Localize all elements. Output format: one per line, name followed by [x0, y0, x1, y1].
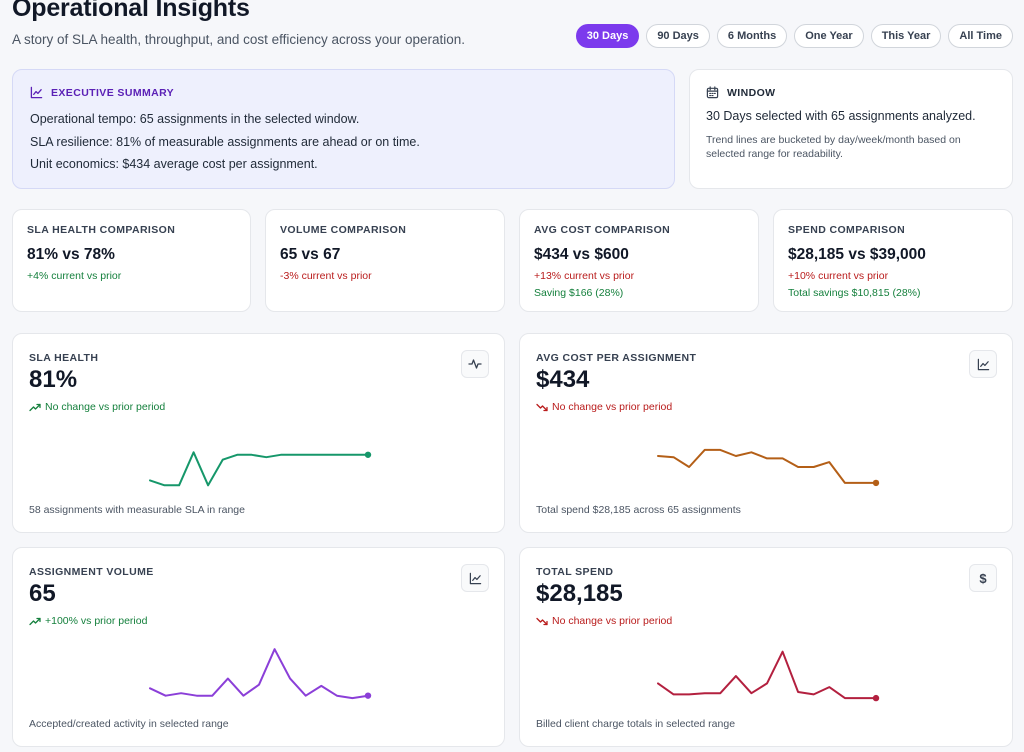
metric-change-text: +100% vs prior period — [45, 615, 148, 627]
sparkline-end-point — [364, 692, 372, 699]
dollar-icon[interactable]: $ — [969, 564, 997, 592]
avg-cost-comparison-card: AVG COST COMPARISON $434 vs $600 +13% cu… — [519, 209, 759, 312]
metric-label: ASSIGNMENT VOLUME — [29, 566, 154, 578]
comparison-delta: +13% current vs prior — [534, 270, 635, 282]
total-spend-card: TOTAL SPEND $28,185 No change vs prior p… — [519, 547, 1013, 747]
metric-change: No change vs prior period — [536, 615, 672, 627]
sparkline-series — [657, 448, 877, 484]
summary-heading: EXECUTIVE SUMMARY — [51, 86, 175, 99]
comparison-label: SPEND COMPARISON — [788, 224, 906, 236]
line-chart-icon[interactable] — [969, 350, 997, 378]
window-note: Trend lines are bucketed by day/week/mon… — [706, 134, 961, 160]
sparkline-end-point — [872, 694, 880, 702]
metric-footnote: 58 assignments with measurable SLA in ra… — [29, 504, 245, 516]
window-card: WINDOW 30 Days selected with 65 assignme… — [689, 69, 1013, 189]
comparison-savings: Saving $166 (28%) — [534, 287, 624, 299]
metric-footnote: Accepted/created activity in selected ra… — [29, 718, 229, 730]
metric-label: AVG COST PER ASSIGNMENT — [536, 352, 697, 364]
comparison-value: $28,185 vs $39,000 — [788, 246, 926, 263]
trend-down-icon — [536, 617, 548, 625]
metric-label: SLA HEALTH — [29, 352, 99, 364]
range-tab-90-days[interactable]: 90 Days — [646, 24, 710, 48]
comparison-delta: +10% current vs prior — [788, 270, 889, 282]
metric-footnote: Billed client charge totals in selected … — [536, 718, 736, 730]
comparison-value: 65 vs 67 — [280, 246, 341, 263]
trend-down-icon — [536, 403, 548, 411]
comparison-savings: Total savings $10,815 (28%) — [788, 287, 921, 299]
metric-change: +100% vs prior period — [29, 615, 147, 627]
line-chart-icon[interactable] — [461, 564, 489, 592]
metric-value: 81% — [29, 366, 78, 393]
avg-cost-card: AVG COST PER ASSIGNMENT $434 No change v… — [519, 333, 1013, 533]
volume-comparison-card: VOLUME COMPARISON 65 vs 67 -3% current v… — [265, 209, 505, 312]
spend-comparison-card: SPEND COMPARISON $28,185 vs $39,000 +10%… — [773, 209, 1013, 312]
executive-summary-card: EXECUTIVE SUMMARY Operational tempo: 65 … — [12, 69, 675, 189]
range-tab-all-time[interactable]: All Time — [948, 24, 1013, 48]
sparkline-series — [657, 650, 877, 700]
comparison-value: 81% vs 78% — [27, 246, 115, 263]
metric-change-text: No change vs prior period — [45, 401, 166, 413]
comparison-label: AVG COST COMPARISON — [534, 224, 671, 236]
page-title: Operational Insights — [12, 0, 250, 22]
metric-change: No change vs prior period — [536, 401, 672, 413]
metric-label: TOTAL SPEND — [536, 566, 614, 578]
summary-line-sla: SLA resilience: 81% of measurable assign… — [30, 134, 420, 149]
window-main-text: 30 Days selected with 65 assignments ana… — [706, 109, 976, 123]
page-subtitle: A story of SLA health, throughput, and c… — [12, 32, 466, 47]
metric-change-text: No change vs prior period — [552, 615, 673, 627]
trend-chart-icon — [30, 86, 43, 99]
comparison-label: SLA HEALTH COMPARISON — [27, 224, 176, 236]
sparkline-series — [149, 648, 369, 700]
window-heading: WINDOW — [727, 86, 776, 99]
activity-icon[interactable] — [461, 350, 489, 378]
summary-line-economics: Unit economics: $434 average cost per as… — [30, 157, 318, 171]
comparison-value: $434 vs $600 — [534, 246, 629, 263]
metric-footnote: Total spend $28,185 across 65 assignment… — [536, 504, 741, 516]
sla-health-card: SLA HEALTH 81% No change vs prior period… — [12, 333, 505, 533]
range-tab-6-months[interactable]: 6 Months — [716, 24, 788, 48]
metric-change: No change vs prior period — [29, 401, 165, 413]
metric-value: 65 — [29, 580, 56, 607]
range-tab-one-year[interactable]: One Year — [794, 24, 864, 48]
trend-up-icon — [29, 403, 41, 411]
summary-line-tempo: Operational tempo: 65 assignments in the… — [30, 112, 360, 126]
calendar-icon — [706, 86, 719, 99]
range-tab-this-year[interactable]: This Year — [870, 24, 942, 48]
comparison-delta: -3% current vs prior — [280, 270, 372, 282]
sparkline-end-point — [872, 479, 880, 487]
comparison-delta: +4% current vs prior — [27, 270, 122, 282]
trend-up-icon — [29, 617, 41, 625]
sparkline-series — [149, 451, 369, 487]
sparkline-end-point — [364, 451, 372, 458]
comparison-label: VOLUME COMPARISON — [280, 224, 407, 236]
metric-value: $28,185 — [536, 580, 623, 607]
range-tab-30-days[interactable]: 30 Days — [575, 24, 640, 48]
assignment-volume-card: ASSIGNMENT VOLUME 65 +100% vs prior peri… — [12, 547, 505, 747]
sla-health-comparison-card: SLA HEALTH COMPARISON 81% vs 78% +4% cur… — [12, 209, 251, 312]
metric-value: $434 — [536, 366, 590, 393]
range-selector: 30 Days 90 Days 6 Months One Year This Y… — [575, 24, 1013, 48]
metric-change-text: No change vs prior period — [552, 401, 673, 413]
